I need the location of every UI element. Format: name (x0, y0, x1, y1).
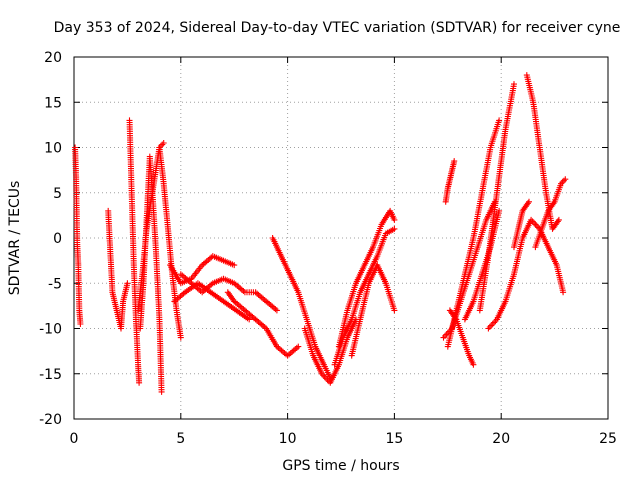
plot-frame (73, 56, 609, 420)
series-arc-12 (301, 316, 359, 386)
data-marks (511, 198, 532, 251)
y-tick-label: 20 (44, 50, 62, 66)
series-arc-25 (532, 176, 569, 251)
series-arc-5 (137, 153, 165, 395)
chart-title: Day 353 of 2024, Sidereal Day-to-day VTE… (54, 20, 621, 36)
series-arc-21 (476, 81, 517, 314)
y-tick-label: 10 (44, 141, 62, 157)
series-arc-14 (335, 207, 398, 350)
y-tick-label: -20 (39, 412, 62, 428)
y-axis-label: SDTVAR / TECUs (7, 181, 23, 296)
data-marks (523, 72, 562, 232)
series-arc-9 (177, 271, 280, 314)
data-marks (331, 225, 398, 368)
series-arc-19 (446, 307, 477, 368)
y-tick-label: 0 (53, 231, 62, 247)
x-tick-label: 20 (492, 431, 510, 447)
series-arc-16 (442, 158, 458, 205)
data-marks (137, 153, 165, 395)
series-arc-24 (523, 72, 562, 232)
data-marks (224, 289, 302, 359)
data-marks (532, 176, 569, 251)
series-arc-22 (485, 216, 567, 332)
data-marks (105, 207, 131, 332)
data-marks (301, 316, 359, 386)
series-arc-3 (126, 117, 143, 386)
series-arc-15 (348, 262, 398, 359)
series-arc-6 (156, 144, 184, 341)
series-arc-2 (105, 207, 131, 332)
y-tick-label: -10 (39, 322, 62, 338)
data-marks (442, 158, 458, 205)
y-tick-label: -15 (39, 367, 62, 383)
data-marks (446, 307, 477, 368)
series-arc-18 (444, 117, 503, 350)
series-arc-10 (224, 289, 302, 359)
x-axis-label: GPS time / hours (282, 458, 399, 474)
series-arc-17 (440, 198, 498, 341)
data-marks (461, 207, 503, 323)
y-tick-labels: -20 -15 -10 -5 0 5 10 15 20 (39, 50, 62, 428)
data-marks (72, 144, 84, 327)
data-marks (177, 271, 280, 314)
data-marks (440, 198, 498, 341)
series-arc-11 (269, 235, 334, 382)
data-marks (269, 235, 334, 382)
data-marks (126, 117, 143, 386)
x-tick-label: 10 (279, 431, 297, 447)
x-tick-label: 5 (176, 431, 185, 447)
data-marks (156, 144, 184, 341)
data-marks (348, 262, 398, 359)
series-arc-23 (511, 198, 532, 251)
data-points (72, 72, 569, 395)
data-marks (485, 216, 567, 332)
y-tick-label: 15 (44, 95, 62, 111)
data-marks (444, 117, 503, 350)
data-marks (335, 207, 398, 350)
x-tick-label: 15 (385, 431, 403, 447)
series-arc-20 (461, 207, 503, 323)
x-tick-labels: 0 5 10 15 20 25 (70, 431, 617, 447)
x-tick-label: 25 (599, 431, 617, 447)
x-tick-label: 0 (70, 431, 79, 447)
y-tick-label: -5 (48, 276, 62, 292)
data-marks (476, 81, 517, 314)
series-arc-1 (72, 144, 84, 327)
series-arc-13 (331, 225, 398, 368)
y-tick-label: 5 (53, 186, 62, 202)
